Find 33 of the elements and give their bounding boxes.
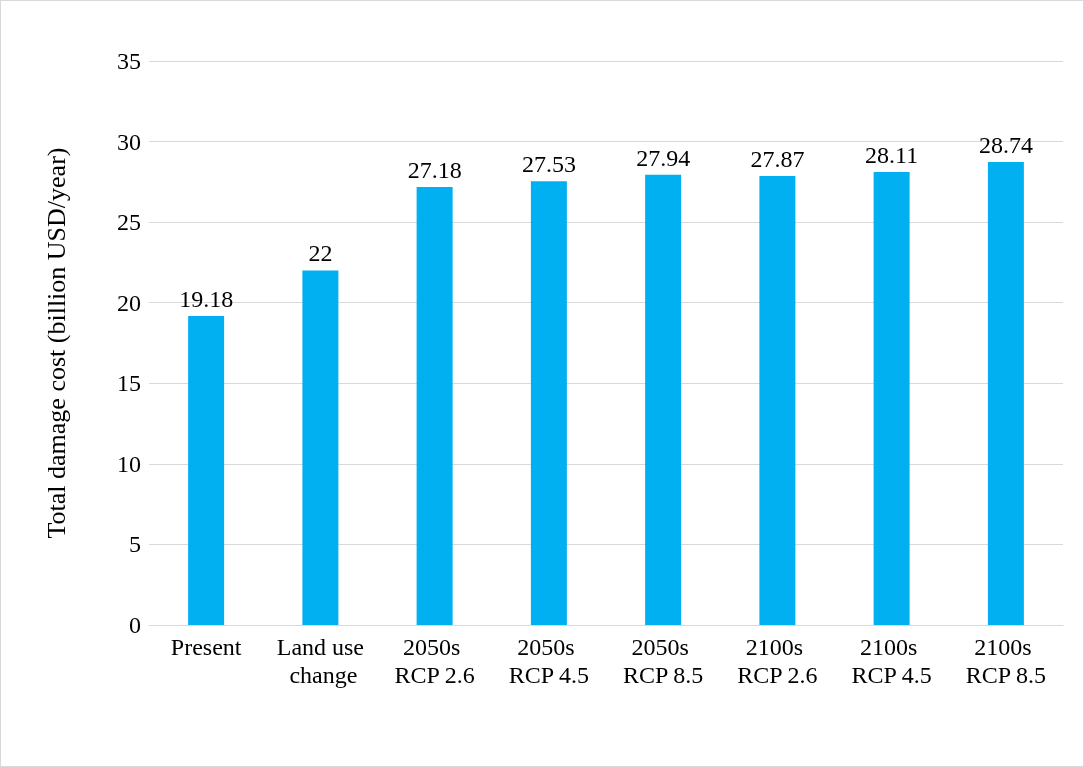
y-tick-label: 35: [117, 48, 141, 74]
bar: [530, 181, 567, 625]
data-label: 22: [308, 240, 333, 267]
x-tick-label: 2050s RCP 4.5: [508, 634, 590, 688]
x-tick-label: 2050s RCP 8.5: [622, 634, 704, 688]
bar: [416, 187, 453, 625]
data-label: 27.94: [636, 144, 691, 171]
data-label: 27.53: [521, 151, 576, 178]
data-label: 28.74: [978, 131, 1033, 158]
data-label: 27.18: [407, 157, 462, 184]
bar: [645, 174, 682, 625]
x-tick-label: Present: [170, 634, 242, 660]
x-tick-label: 2100s RCP 2.6: [737, 634, 818, 688]
x-tick-label: 2050s RCP 2.6: [394, 634, 475, 688]
bar: [302, 270, 339, 625]
y-axis-title: Total damage cost (billion USD/year): [41, 147, 71, 539]
y-tick-label: 0: [129, 612, 141, 638]
bar: [873, 172, 910, 625]
y-tick-label: 30: [117, 128, 141, 155]
y-tick-label: 25: [117, 209, 141, 236]
y-tick-label: 20: [117, 289, 141, 316]
data-label: 27.87: [750, 145, 805, 172]
y-tick-label: 5: [129, 531, 141, 558]
bar: [759, 175, 796, 625]
x-tick-label: 2100s RCP 4.5: [851, 634, 932, 688]
data-label: 19.18: [179, 285, 234, 312]
data-label: 28.11: [865, 142, 919, 169]
y-tick-label: 10: [117, 450, 141, 477]
x-tick-label: 2100s RCP 8.5: [965, 634, 1047, 688]
x-tick-label: Land use change: [276, 634, 365, 688]
bar: [987, 161, 1024, 625]
y-tick-label: 15: [117, 370, 141, 397]
bar: [188, 315, 225, 625]
